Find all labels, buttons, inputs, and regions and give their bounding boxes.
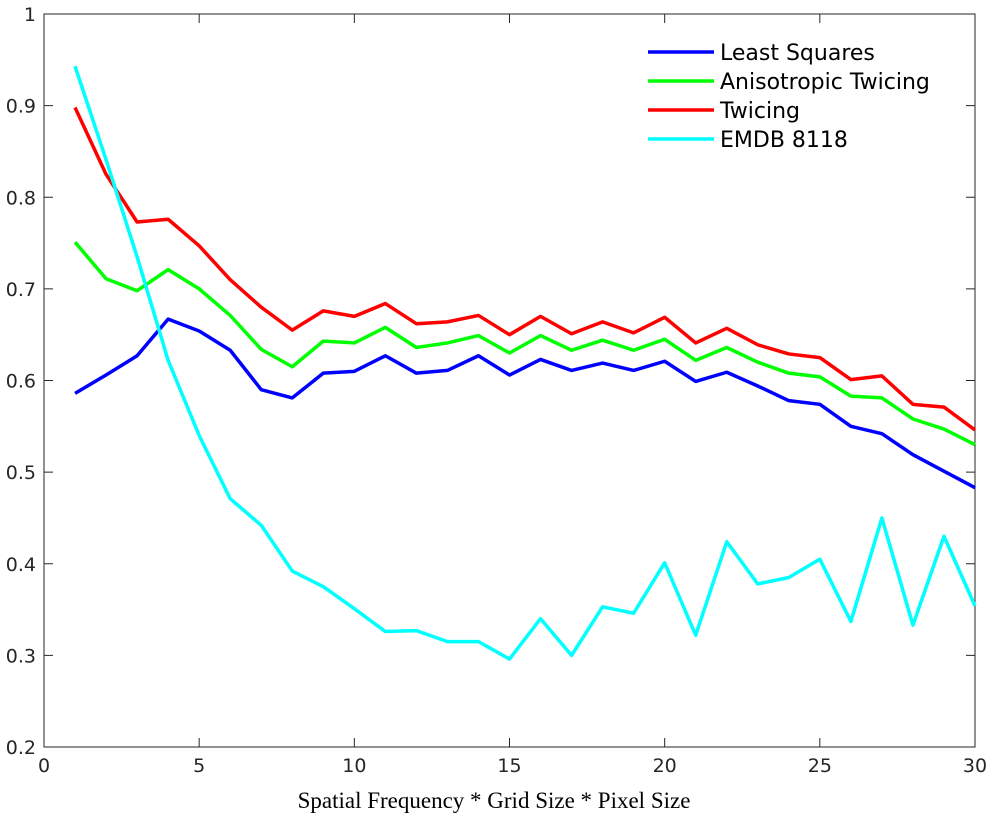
axes-box	[43, 13, 976, 748]
legend-label: Twicing	[719, 99, 800, 124]
x-tick-label: 30	[963, 755, 987, 777]
legend: Least Squares Anisotropic Twicing Twicing E…	[648, 41, 930, 153]
series-line-anisotropic-twicing	[73, 241, 976, 447]
y-tick-label: 0.6	[6, 371, 36, 393]
series-line-least-squares	[74, 317, 976, 490]
axis-ticks	[43, 13, 976, 748]
legend-label: Least Squares	[720, 41, 875, 66]
y-tick-label: 1	[24, 4, 36, 26]
y-tick-label: 0.8	[6, 187, 36, 209]
x-tick-label: 15	[497, 755, 521, 777]
series-line-twicing	[73, 106, 977, 432]
legend-label: Anisotropic Twicing	[720, 70, 930, 95]
x-tick-label: 25	[808, 755, 832, 777]
x-tick-label: 10	[342, 755, 366, 777]
plot-area	[43, 13, 976, 748]
y-tick-label: 0.5	[6, 462, 36, 484]
y-tick-label: 0.3	[6, 645, 36, 667]
x-tick-label: 5	[193, 755, 205, 777]
y-tick-label: 0.9	[6, 96, 36, 118]
x-axis-label: Spatial Frequency * Grid Size * Pixel Si…	[298, 788, 691, 813]
y-tick-label: 0.4	[6, 554, 36, 576]
x-tick-label: 0	[38, 755, 50, 777]
legend-label: EMDB 8118	[720, 128, 848, 153]
series-lines	[73, 65, 977, 661]
x-tick-label: 20	[653, 755, 677, 777]
series-line-emdb-8118	[73, 65, 977, 661]
x-tick-labels: 0 5 10 15 20 25 30	[38, 755, 987, 777]
y-tick-labels: 0.2 0.3 0.4 0.5 0.6 0.7 0.8 0.9 1	[6, 4, 36, 759]
y-tick-label: 0.2	[6, 737, 36, 759]
y-tick-label: 0.7	[6, 279, 36, 301]
